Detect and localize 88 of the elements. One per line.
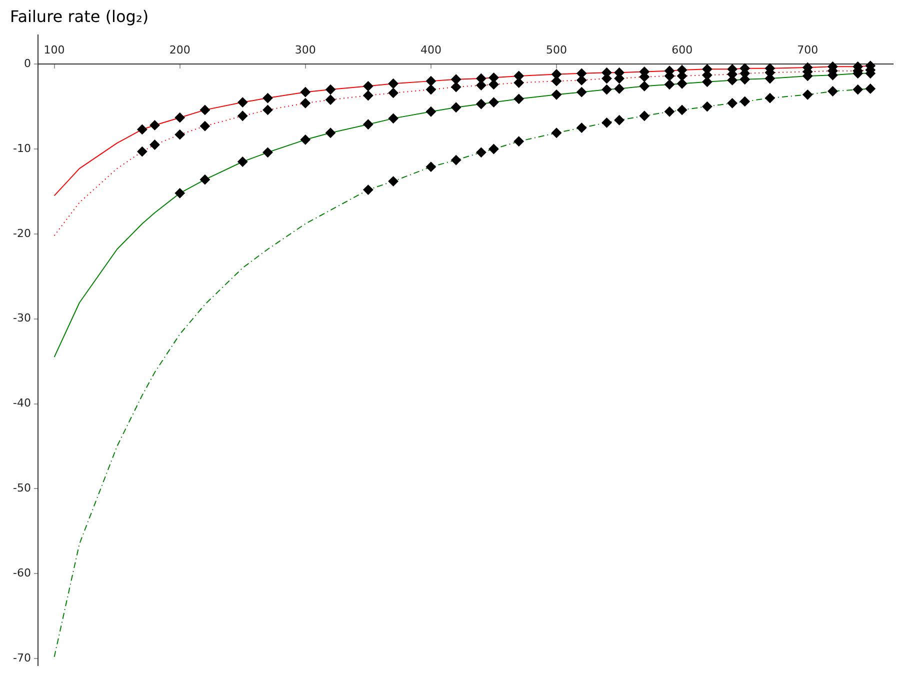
point [451, 74, 462, 84]
point [514, 70, 524, 81]
x-tick-label: 200 [169, 44, 190, 57]
point [602, 84, 612, 95]
point [300, 87, 310, 98]
chart-title: Failure rate (log₂) [10, 6, 149, 26]
point [174, 130, 185, 140]
point [552, 90, 562, 100]
point [514, 78, 524, 88]
point [664, 79, 675, 90]
point [476, 98, 486, 109]
point [238, 110, 248, 121]
point [262, 104, 273, 115]
point [388, 78, 398, 89]
point [451, 102, 462, 112]
x-tick-label: 700 [797, 44, 818, 57]
point [451, 155, 462, 166]
point [426, 162, 436, 172]
point [363, 184, 374, 195]
point [388, 176, 398, 186]
point [200, 174, 210, 185]
point [677, 104, 688, 115]
point [262, 93, 273, 104]
point [576, 68, 587, 78]
x-tick-label: 100 [44, 44, 65, 57]
point [677, 78, 688, 89]
point [602, 118, 612, 128]
point [426, 84, 436, 95]
point [174, 188, 185, 198]
point [727, 98, 738, 108]
point [514, 94, 524, 104]
point [200, 104, 210, 115]
point [476, 147, 486, 158]
point [150, 120, 160, 130]
point [300, 98, 310, 108]
point [150, 140, 160, 150]
x-tick-label: 500 [546, 44, 568, 57]
point [451, 82, 462, 92]
x-tick-label: 600 [672, 44, 693, 57]
point [764, 93, 775, 104]
point [363, 90, 374, 100]
point [664, 106, 675, 117]
x-tick-label: 300 [294, 44, 316, 57]
y-tick-label: -50 [13, 482, 31, 495]
point [828, 86, 838, 96]
point [262, 147, 273, 158]
point [300, 134, 310, 145]
point [426, 76, 436, 86]
point [614, 115, 624, 126]
point [488, 144, 499, 154]
y-tick-label: -10 [13, 142, 31, 155]
point [865, 84, 876, 94]
point [552, 69, 562, 80]
x-tick-label: 400 [420, 44, 442, 57]
point [802, 90, 813, 100]
point [388, 88, 398, 98]
point [326, 84, 336, 95]
point [174, 112, 185, 123]
y-tick-label: -20 [13, 226, 31, 240]
y-tick-label: 0 [24, 56, 31, 70]
point [639, 81, 650, 92]
point [363, 119, 374, 130]
point [514, 136, 524, 146]
point [576, 122, 587, 133]
point [137, 146, 148, 157]
point [702, 102, 712, 112]
point [238, 97, 248, 108]
point [137, 124, 148, 134]
point [200, 121, 210, 132]
point [426, 106, 436, 117]
point [363, 81, 374, 92]
point [740, 96, 750, 106]
point [326, 128, 336, 138]
point [388, 113, 398, 124]
point [614, 84, 624, 94]
y-tick-label: -70 [13, 651, 31, 664]
point [852, 84, 863, 95]
point [326, 94, 336, 105]
y-tick-label: -40 [13, 396, 31, 410]
point [576, 87, 587, 98]
point [476, 80, 486, 90]
y-tick-label: -60 [13, 566, 31, 580]
point [552, 76, 562, 86]
y-tick-label: -30 [13, 312, 31, 325]
point [488, 97, 499, 108]
point [552, 128, 562, 138]
point [639, 110, 650, 121]
point [238, 156, 248, 167]
